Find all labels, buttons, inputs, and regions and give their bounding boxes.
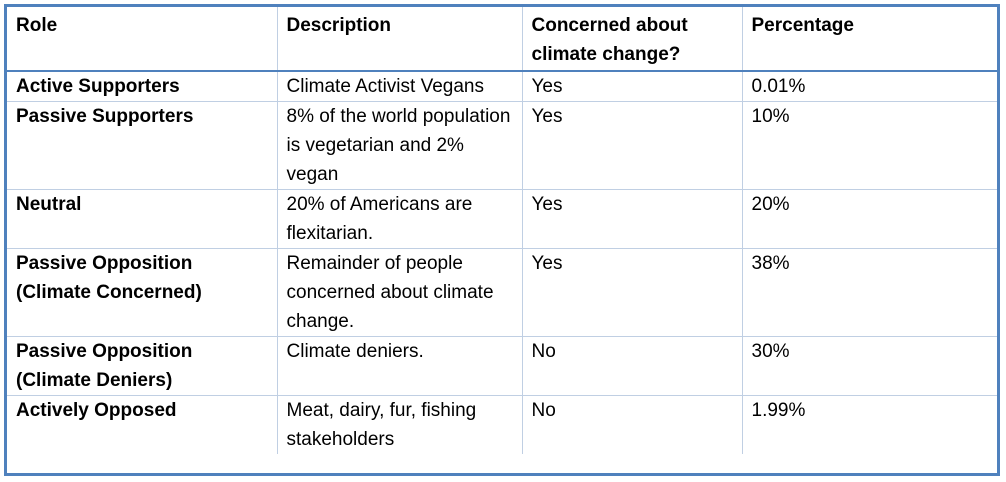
header-row: Role Description Concerned about climate… bbox=[7, 7, 997, 72]
table-header: Role Description Concerned about climate… bbox=[7, 7, 997, 72]
cell-percentage: 20% bbox=[741, 189, 997, 249]
cell-description: 20% of Americans are flexitarian. bbox=[276, 189, 522, 249]
header-description: Description bbox=[276, 7, 522, 72]
cell-percentage: 1.99% bbox=[741, 395, 997, 454]
table-row: Actively Opposed Meat, dairy, fur, fishi… bbox=[7, 395, 997, 454]
cell-concerned: Yes bbox=[521, 248, 742, 337]
cell-concerned: No bbox=[521, 395, 742, 454]
table-row: Active Supporters Climate Activist Vegan… bbox=[7, 70, 997, 102]
cell-description: Remainder of people concerned about clim… bbox=[276, 248, 522, 337]
cell-role: Passive Opposition (Climate Deniers) bbox=[7, 336, 277, 396]
cell-description: 8% of the world population is vegetarian… bbox=[276, 101, 522, 190]
cell-concerned: Yes bbox=[521, 101, 742, 190]
cell-description: Meat, dairy, fur, fishing stakeholders bbox=[276, 395, 522, 454]
cell-concerned: Yes bbox=[521, 189, 742, 249]
table-row: Passive Supporters 8% of the world popul… bbox=[7, 101, 997, 190]
cell-concerned: No bbox=[521, 336, 742, 396]
header-percentage: Percentage bbox=[741, 7, 997, 72]
table-body: Active Supporters Climate Activist Vegan… bbox=[7, 70, 997, 454]
cell-concerned: Yes bbox=[521, 70, 742, 102]
stakeholder-table-frame: Role Description Concerned about climate… bbox=[4, 4, 1000, 476]
header-role: Role bbox=[7, 7, 277, 72]
header-concerned: Concerned about climate change? bbox=[521, 7, 742, 72]
cell-percentage: 10% bbox=[741, 101, 997, 190]
cell-role: Passive Opposition (Climate Concerned) bbox=[7, 248, 277, 337]
stakeholder-table: Role Description Concerned about climate… bbox=[7, 7, 997, 454]
cell-description: Climate Activist Vegans bbox=[276, 70, 522, 102]
table-row: Neutral 20% of Americans are flexitarian… bbox=[7, 189, 997, 249]
cell-role: Actively Opposed bbox=[7, 395, 277, 454]
table-row: Passive Opposition (Climate Concerned) R… bbox=[7, 248, 997, 337]
cell-percentage: 30% bbox=[741, 336, 997, 396]
cell-role: Active Supporters bbox=[7, 70, 277, 102]
cell-role: Neutral bbox=[7, 189, 277, 249]
cell-description: Climate deniers. bbox=[276, 336, 522, 396]
cell-percentage: 0.01% bbox=[741, 70, 997, 102]
cell-percentage: 38% bbox=[741, 248, 997, 337]
cell-role: Passive Supporters bbox=[7, 101, 277, 190]
table-row: Passive Opposition (Climate Deniers) Cli… bbox=[7, 336, 997, 396]
